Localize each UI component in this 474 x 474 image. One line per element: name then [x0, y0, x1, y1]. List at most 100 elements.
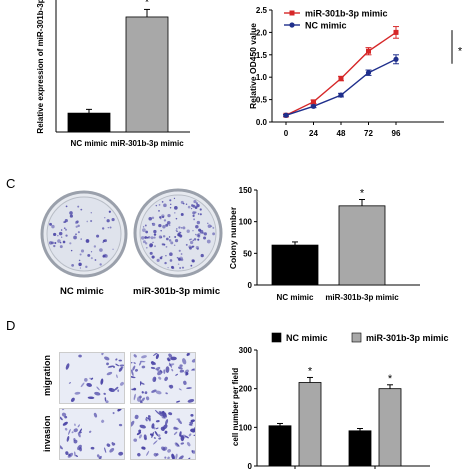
colony-dot [51, 224, 55, 229]
colony-dot [156, 258, 160, 262]
stained-cell [164, 430, 168, 434]
colony-dot [152, 241, 154, 243]
colony-dot [57, 234, 59, 237]
stained-cell [119, 364, 125, 367]
stained-cell [179, 364, 183, 367]
colony-dot [161, 242, 165, 246]
stained-cell [162, 446, 168, 451]
colony-dot [86, 220, 89, 223]
stained-cell [182, 358, 187, 365]
stained-cell [106, 443, 111, 447]
stained-cell [186, 387, 192, 389]
stained-cell [111, 442, 115, 446]
stained-cell [106, 362, 109, 366]
stained-cell [71, 431, 74, 434]
colony-dot [90, 220, 93, 223]
stained-cell [163, 369, 166, 374]
colony-dot [64, 219, 68, 223]
b-point-0-4 [393, 29, 399, 35]
stained-cell [136, 431, 142, 436]
colony-dot [192, 229, 194, 232]
colony-dot [86, 239, 89, 241]
stained-cell [188, 457, 191, 460]
colony-dot [197, 213, 200, 215]
stained-cell [178, 366, 183, 370]
colony-dot [151, 216, 155, 220]
stained-cell [178, 455, 184, 461]
colony-dot [185, 243, 188, 246]
a-xtick-0: NC mimic [71, 139, 108, 148]
stained-cell [162, 411, 166, 418]
stained-cell [155, 427, 159, 430]
colony-dot [73, 235, 77, 240]
b-line-0 [285, 31, 397, 116]
colony-dot [70, 249, 73, 252]
stained-cell [190, 413, 194, 417]
b-ytick-label-3: 1.5 [256, 51, 268, 60]
colony-dot [167, 213, 171, 218]
stained-cell [158, 410, 163, 414]
colony-dot [108, 210, 111, 213]
stained-cell [160, 426, 165, 431]
colony-dot [207, 224, 212, 228]
colony-dot [148, 216, 153, 221]
colony-dot [161, 214, 165, 218]
stained-cell [139, 424, 146, 429]
stained-cell [74, 391, 81, 395]
micrograph-migration-nc [59, 351, 125, 404]
colony-dot [189, 240, 194, 245]
stained-cell [191, 358, 197, 363]
stained-cell [118, 423, 123, 427]
stained-cell [109, 447, 115, 453]
colony-dot [59, 245, 63, 249]
colony-dot [212, 232, 216, 236]
colony-dot [161, 201, 164, 203]
stained-cell [188, 424, 193, 426]
b-ytick-label-5: 2.5 [256, 6, 268, 15]
b-legend-label-1: NC mimic [305, 21, 347, 31]
colony-dot [142, 226, 145, 228]
stained-cell [80, 382, 85, 388]
c-bar-1 [338, 205, 386, 286]
colony-dot [168, 224, 171, 226]
stained-cell [179, 369, 185, 373]
stained-cell [61, 412, 67, 417]
colony-dot [189, 238, 191, 241]
stained-cell [117, 389, 120, 393]
stained-cell [158, 437, 162, 440]
c-xtick-0: NC mimic [277, 293, 314, 302]
stained-cell [118, 367, 123, 372]
colony-dot [104, 217, 106, 219]
colony-dot [194, 206, 198, 209]
stained-cell [136, 396, 141, 402]
stained-cell [79, 431, 82, 434]
colony-dot [193, 238, 197, 241]
colony-dot [79, 267, 82, 269]
colony-dot [180, 253, 183, 255]
c-ytick-label-1: 50 [243, 249, 252, 258]
stained-cell [115, 363, 120, 367]
stained-cell [133, 354, 137, 358]
colony-dot [102, 254, 106, 258]
plate-label-nc: NC mimic [60, 286, 104, 297]
colony-dot [53, 232, 57, 237]
colony-dot [140, 236, 145, 240]
colony-dot [212, 226, 215, 229]
stained-cell [173, 431, 178, 436]
b-xtick-label-3: 72 [364, 129, 373, 138]
colony-dot [145, 246, 148, 249]
stained-cell [64, 427, 68, 431]
stained-cell [84, 378, 88, 382]
b-sig-star: * [458, 45, 463, 57]
colony-dot [171, 266, 175, 270]
colony-dot [153, 233, 157, 236]
d-bar-1-0 [298, 382, 322, 467]
colony-dot [177, 263, 180, 266]
stained-cell [141, 355, 147, 359]
stained-cell [143, 434, 147, 440]
stained-cell [68, 453, 71, 457]
colony-dot [142, 240, 146, 244]
colony-dot [195, 233, 197, 236]
stained-cell [180, 442, 185, 445]
stained-cell [139, 382, 145, 385]
